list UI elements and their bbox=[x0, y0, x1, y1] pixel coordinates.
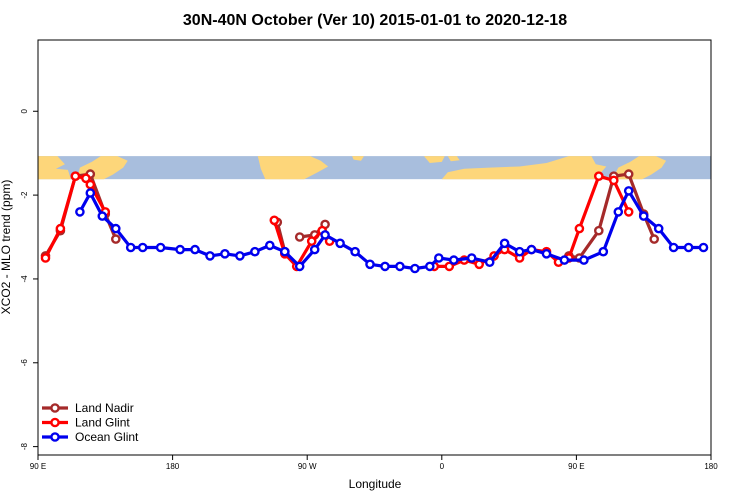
data-point bbox=[81, 173, 91, 184]
data-point bbox=[653, 223, 664, 234]
data-point bbox=[40, 253, 51, 263]
data-point bbox=[220, 248, 230, 259]
series-ocean-glint bbox=[75, 186, 709, 274]
x-tick-label: 90 W bbox=[298, 462, 317, 471]
data-point bbox=[125, 242, 136, 253]
y-tick-label: -4 bbox=[20, 275, 29, 283]
legend-marker bbox=[50, 432, 60, 442]
data-point bbox=[574, 223, 585, 234]
plot-frame bbox=[37, 39, 712, 456]
data-point bbox=[320, 230, 330, 240]
data-point bbox=[55, 223, 66, 234]
data-point bbox=[395, 261, 405, 272]
legend-marker bbox=[50, 403, 60, 413]
data-point bbox=[444, 261, 455, 272]
data-point bbox=[433, 253, 444, 263]
data-point bbox=[111, 223, 121, 234]
data-point bbox=[264, 240, 275, 251]
data-point bbox=[668, 242, 679, 253]
data-point bbox=[598, 246, 609, 257]
data-point bbox=[294, 261, 305, 272]
data-point bbox=[155, 242, 166, 253]
data-point bbox=[137, 242, 148, 253]
data-point bbox=[190, 244, 200, 255]
x-tick-label: 90 E bbox=[30, 462, 46, 471]
map-land bbox=[352, 156, 364, 161]
data-point bbox=[97, 211, 108, 221]
x-tick-label: 180 bbox=[704, 462, 718, 471]
map-land bbox=[447, 156, 460, 162]
y-tick-label: -6 bbox=[20, 359, 29, 367]
legend-label: Land Glint bbox=[75, 416, 130, 430]
data-point bbox=[269, 215, 280, 226]
data-point bbox=[559, 255, 570, 265]
data-point bbox=[594, 225, 604, 236]
y-axis: 0 -2 -4 -6 -8 bbox=[20, 108, 38, 450]
y-tick-label: 0 bbox=[20, 108, 29, 113]
y-tick-label: -8 bbox=[20, 443, 29, 451]
data-point bbox=[309, 244, 320, 255]
x-tick-label: 90 E bbox=[568, 462, 584, 471]
data-point bbox=[410, 263, 420, 274]
series-line bbox=[78, 189, 706, 271]
series-layer bbox=[40, 169, 709, 274]
data-point bbox=[683, 242, 694, 253]
data-point bbox=[526, 244, 537, 255]
y-tick-label: -2 bbox=[20, 191, 29, 199]
legend-marker bbox=[50, 417, 60, 428]
x-axis: 90 E 180 90 W 0 90 E 180 bbox=[30, 455, 718, 471]
data-point bbox=[380, 261, 390, 272]
data-point bbox=[484, 257, 495, 268]
map-land bbox=[38, 156, 71, 180]
data-point bbox=[541, 248, 552, 259]
data-point bbox=[235, 251, 245, 261]
data-point bbox=[609, 175, 619, 186]
data-point bbox=[85, 179, 96, 190]
data-point bbox=[466, 253, 477, 263]
data-point bbox=[70, 171, 81, 181]
x-tick-label: 180 bbox=[166, 462, 180, 471]
data-point bbox=[623, 186, 634, 196]
map-land bbox=[257, 156, 329, 180]
x-axis-label: Longitude bbox=[349, 477, 402, 491]
data-point bbox=[623, 207, 634, 217]
map-land bbox=[423, 156, 445, 163]
data-point bbox=[335, 238, 345, 249]
x-tick-label: 0 bbox=[440, 462, 445, 471]
data-point bbox=[514, 246, 525, 257]
data-point bbox=[350, 246, 360, 257]
map-land bbox=[441, 156, 607, 180]
data-point bbox=[306, 236, 317, 246]
legend-label: Land Nadir bbox=[75, 401, 134, 415]
chart-title: 30N-40N October (Ver 10) 2015-01-01 to 2… bbox=[183, 12, 567, 29]
legend-label: Ocean Glint bbox=[75, 430, 139, 444]
data-point bbox=[175, 244, 185, 255]
data-point bbox=[111, 234, 121, 244]
data-point bbox=[638, 211, 649, 221]
data-point bbox=[613, 207, 624, 217]
data-point bbox=[649, 234, 660, 244]
data-point bbox=[448, 255, 459, 265]
data-point bbox=[579, 255, 589, 265]
data-point bbox=[294, 232, 305, 242]
data-point bbox=[623, 169, 634, 179]
data-point bbox=[365, 259, 375, 270]
y-axis-label: XCO2 - MLO trend (ppm) bbox=[0, 180, 13, 315]
data-point bbox=[279, 246, 290, 257]
data-point bbox=[424, 261, 435, 272]
data-point bbox=[698, 242, 709, 253]
data-point bbox=[85, 188, 96, 198]
world-map-strip bbox=[38, 156, 711, 180]
data-point bbox=[75, 207, 85, 217]
data-point bbox=[250, 246, 260, 257]
data-point bbox=[205, 251, 215, 261]
data-point bbox=[594, 171, 604, 181]
data-point bbox=[499, 238, 510, 249]
